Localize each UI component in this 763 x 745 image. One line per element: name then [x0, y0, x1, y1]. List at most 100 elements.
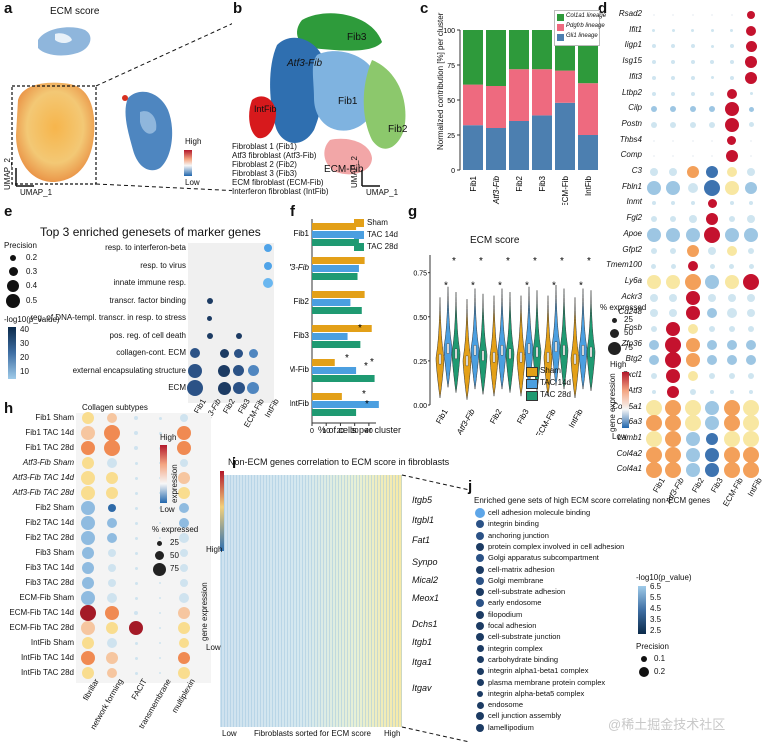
c-ylabel: Normalized contribution [%] per cluster	[436, 12, 445, 150]
j-title: Enriched gene sets of high ECM score cor…	[474, 496, 711, 505]
g-box	[562, 345, 566, 356]
d-dot	[685, 290, 700, 305]
d-dot	[645, 430, 662, 447]
f-bar	[312, 257, 365, 264]
d-dot	[743, 446, 760, 463]
d-gene-label: Isg15	[622, 56, 642, 66]
j-prec-0.2: 0.2	[654, 667, 666, 676]
f-legend-swatch	[354, 219, 364, 227]
h-dot	[107, 638, 117, 648]
d-dot	[650, 373, 657, 380]
h-dot	[179, 638, 189, 648]
d-dot	[690, 201, 695, 206]
violin-chart: 0.00 0.25 0.50 0.75 Fib1 * * Atf3-Fib * * Fib2 * * Fi…	[413, 255, 596, 435]
d-dot	[689, 106, 696, 113]
h-row-label: Fib1 Sham	[35, 413, 74, 422]
f-legend-sham: Sham	[367, 218, 388, 227]
e-pval-40: 40	[20, 325, 29, 334]
d-gene-label: Ackr3	[621, 291, 642, 301]
d-dot	[729, 263, 735, 269]
panel-c: 0 25 50 75 100 Fib1 Atf3-Fib Fib2 Fib3 ECM-Fib Int…	[420, 0, 606, 205]
j-pval-55: 5.5	[650, 593, 662, 602]
h-dot	[108, 579, 116, 587]
j-dot	[476, 565, 484, 574]
cluster-label-ecmfib: ECM-Fib	[324, 164, 364, 175]
g-box	[527, 343, 531, 354]
g-box	[454, 348, 458, 360]
pct-75: 75	[624, 343, 633, 352]
g-violin	[505, 292, 515, 393]
d-dot	[649, 293, 658, 302]
h-dot	[177, 426, 191, 440]
d-gene-label: Cxcl1	[621, 370, 642, 380]
h-dot	[158, 416, 162, 420]
f-bar	[312, 393, 342, 400]
h-dot	[108, 549, 116, 557]
d-dot	[723, 446, 740, 463]
d-dot	[650, 326, 657, 332]
i-gene-label: Itgb1	[412, 637, 433, 647]
j-term-label: integrin alpha1-beta1 complex	[488, 666, 589, 676]
g-box	[546, 352, 550, 363]
h-dot	[106, 472, 118, 484]
g-box	[492, 352, 496, 363]
d-dot	[724, 102, 739, 117]
d-dot	[646, 227, 661, 242]
h-dot-grid	[76, 412, 211, 683]
e-dot	[190, 348, 201, 358]
d-dot	[708, 293, 717, 302]
d-dot	[686, 244, 699, 257]
h-dot	[134, 581, 138, 585]
g-significance-star: *	[498, 281, 502, 292]
d-dot	[689, 121, 696, 128]
e-term-label: innate immune resp.	[113, 278, 186, 287]
h-dot	[177, 441, 191, 455]
d-dot	[745, 56, 758, 69]
d-dot	[709, 106, 716, 113]
d-dot	[684, 273, 701, 290]
panel-label-e: e	[4, 203, 13, 220]
g-violin	[451, 292, 461, 393]
j-prec-dot	[639, 667, 649, 677]
d-dot	[705, 274, 720, 289]
d-gene-label: Fosb	[624, 323, 642, 332]
d-dot	[671, 60, 676, 65]
i-x-high: High	[384, 729, 401, 738]
d-gene-label: Comp	[620, 150, 642, 160]
g-significance-star: *	[525, 281, 529, 292]
c-bar-segment	[555, 102, 575, 170]
d-dot	[747, 215, 756, 224]
e-term-label: transcr. factor binding	[109, 295, 186, 305]
j-dot	[476, 656, 484, 664]
h-dot	[159, 597, 161, 599]
prec-0.3: 0.3	[26, 267, 38, 276]
e-dot	[247, 365, 259, 376]
j-term-label: integrin complex	[488, 643, 543, 653]
d-gene-label: Cd248	[618, 307, 642, 317]
g-significance-star: *	[587, 256, 591, 267]
f-bar	[312, 239, 359, 246]
e-pval-title: -log10(p_value)	[4, 315, 60, 324]
panel-label-f: f	[290, 203, 295, 220]
j-dot	[476, 576, 484, 585]
h-dot	[134, 641, 138, 645]
panel-label-b: b	[233, 0, 243, 17]
g-ytick-label: 0.75	[413, 271, 427, 278]
h-row-label: IntFib Sham	[30, 638, 74, 647]
d-dot	[687, 182, 698, 193]
c-ytick-label: 50	[447, 98, 455, 105]
prec-0.4: 0.4	[26, 281, 38, 290]
umap-ecm-score	[11, 23, 232, 192]
c-bar-segment	[486, 86, 506, 128]
e-dot	[248, 348, 258, 358]
j-term-label: integrin binding	[488, 519, 539, 529]
g-violin	[435, 297, 445, 398]
g-violin	[489, 295, 499, 397]
d-dot	[744, 227, 759, 242]
d-dot	[690, 75, 695, 80]
h-dot	[82, 637, 94, 649]
d-gene-label: Fbln1	[621, 181, 642, 191]
h-dot	[180, 579, 188, 587]
g-ytick-label: 0.25	[413, 359, 427, 366]
e-dot	[232, 382, 245, 394]
